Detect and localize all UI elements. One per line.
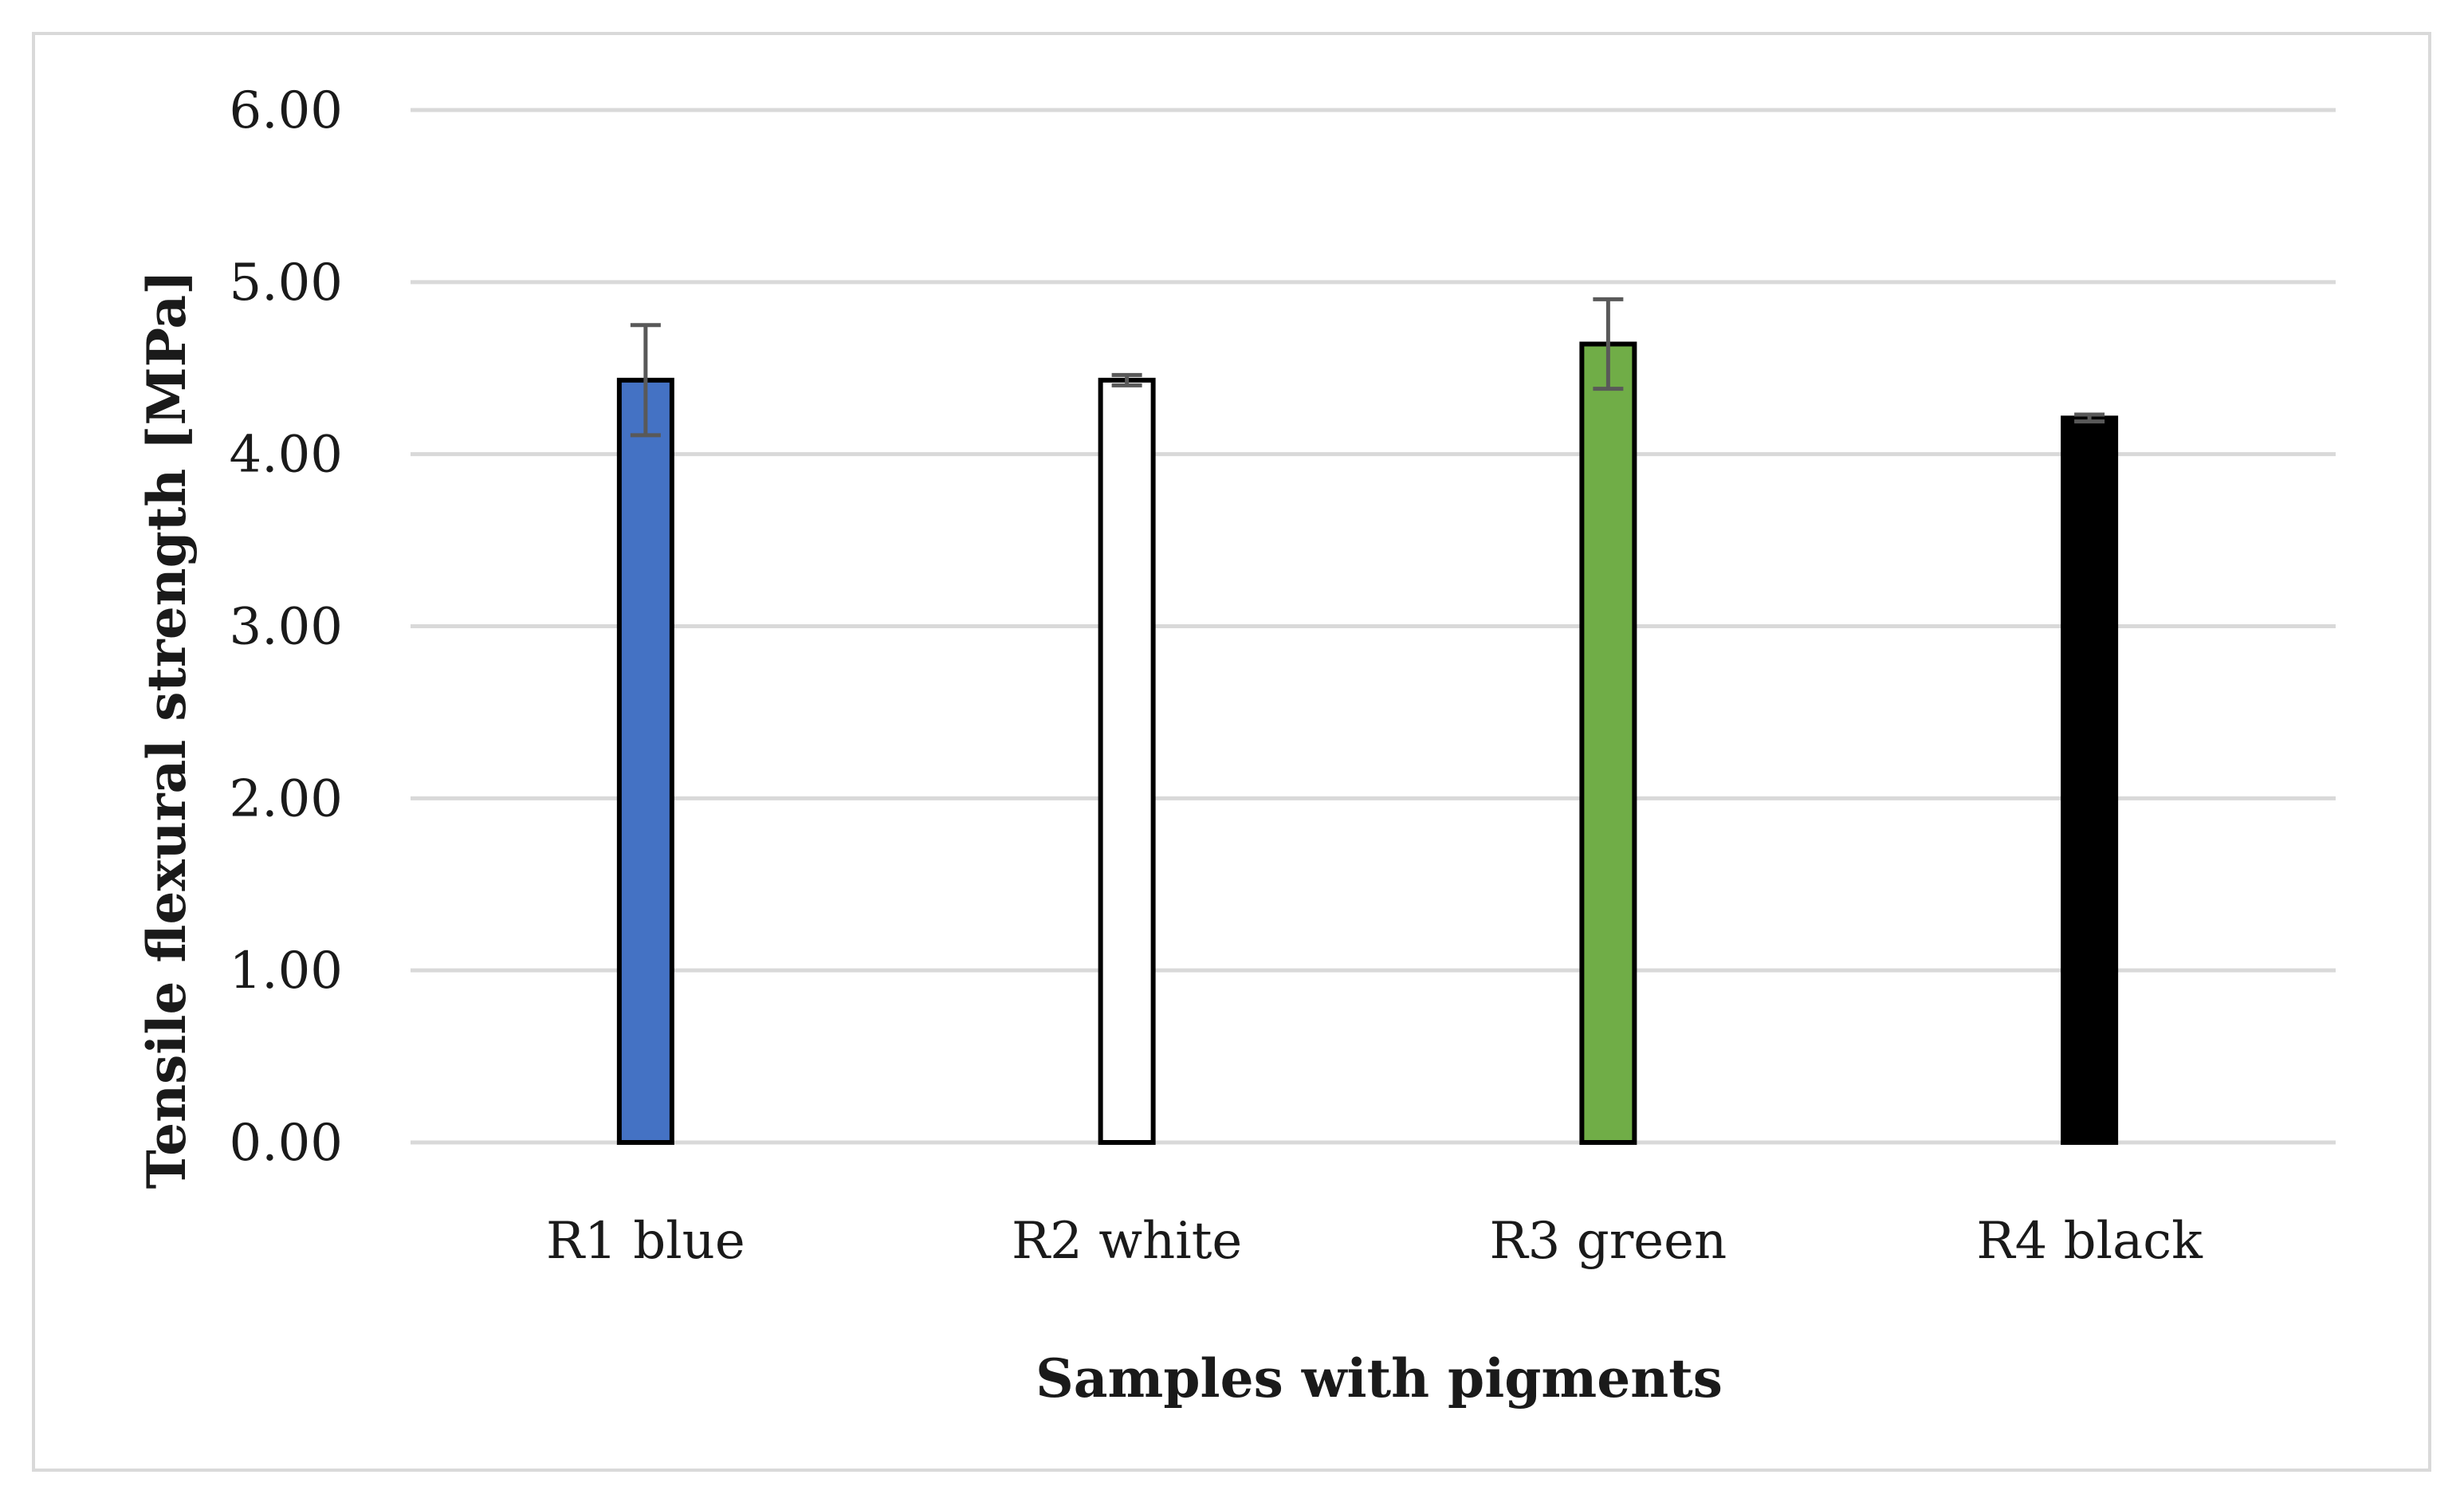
x-tick-label: R2 white: [1012, 1212, 1242, 1271]
y-tick-label: 5.00: [230, 254, 344, 313]
x-tick-label: R3 green: [1489, 1212, 1727, 1271]
y-tick-label: 1.00: [230, 942, 344, 1001]
x-tick-label: R4 black: [1976, 1212, 2203, 1271]
bar: [2061, 415, 2119, 1145]
gridlines: [411, 108, 2336, 1145]
y-axis-title: Tensile flexural strength [MPa]: [136, 270, 198, 1189]
y-tick-label: 3.00: [230, 598, 344, 657]
chart-frame: [32, 32, 2431, 1472]
bar: [1098, 377, 1156, 1145]
y-tick-label: 6.00: [230, 81, 344, 140]
y-tick-label: 0.00: [230, 1114, 344, 1173]
x-axis-title: Samples with pigments: [1036, 1347, 1723, 1410]
y-tick-label: 4.00: [230, 426, 344, 485]
bars: [616, 341, 2119, 1145]
x-tick-labels: R1 blue R2 white R3 green R4 black: [546, 1212, 2203, 1271]
bar: [1579, 341, 1637, 1145]
error-bars: [630, 297, 2105, 438]
x-tick-label: R1 blue: [546, 1212, 745, 1271]
y-tick-label: 2.00: [230, 769, 344, 828]
y-tick-labels: 0.00 1.00 2.00 3.00 4.00 5.00 6.00: [230, 81, 344, 1173]
bar: [616, 377, 674, 1145]
